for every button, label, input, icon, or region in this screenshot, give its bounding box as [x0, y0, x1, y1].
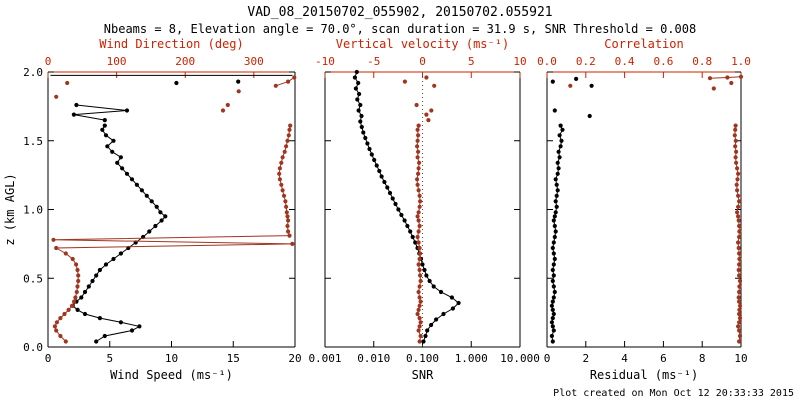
correlation-top-dots [568, 80, 734, 91]
plot-subtitle: Nbeams = 8, Elevation angle = 70.0°, sca… [103, 22, 697, 36]
snr-profile [352, 69, 461, 344]
x-tick-label: 0 [544, 352, 551, 365]
top-tick-label: 0.4 [615, 55, 635, 68]
y-tick-label: 0.5 [23, 272, 43, 285]
top-axis-label: Wind Direction (deg) [99, 37, 244, 51]
top-tick-label: 0.8 [692, 55, 712, 68]
x-tick-label: 8 [699, 352, 706, 365]
top-tick-label: 0 [419, 55, 426, 68]
wind-direction-top-dots [54, 80, 241, 113]
top-tick-label: 0 [45, 55, 52, 68]
x-tick-label: 2 [582, 352, 589, 365]
y-tick-label: 2.0 [23, 66, 43, 79]
top-tick-label: 1.0 [731, 55, 751, 68]
residual-profile [549, 123, 565, 344]
x-axis-label: SNR [412, 368, 434, 382]
snr-panel: 0.001 0.010 0.100 1.000 10.000 -10 -5 0 5 10 SNR Ve… [308, 37, 539, 382]
x-tick-label: 10 [734, 352, 747, 365]
x-tick-label: 0.010 [357, 352, 390, 365]
residual-panel: 0 2 4 6 8 10 0.0 0.2 0.4 0.6 0.8 1.0 Residual (ms⁻¹)… [537, 37, 751, 382]
residual-top-dots [550, 76, 594, 119]
plot-title: VAD_08_20150702_055902, 20150702.055921 [247, 5, 553, 20]
vertical-velocity-top-dots [402, 75, 437, 123]
y-tick-label: 1.0 [23, 204, 43, 217]
wind-direction-profile [51, 123, 295, 344]
x-tick-label: 5 [106, 352, 113, 365]
top-tick-label: 0.2 [576, 55, 596, 68]
x-tick-label: 1.000 [455, 352, 488, 365]
top-tick-label: 5 [468, 55, 475, 68]
x-tick-label: 10 [165, 352, 178, 365]
vertical-velocity-profile [415, 123, 423, 344]
x-tick-label: 0.001 [308, 352, 341, 365]
top-axis-label: Correlation [604, 37, 683, 51]
top-tick-label: 100 [107, 55, 127, 68]
top-tick-label: 0.0 [537, 55, 557, 68]
x-tick-label: 20 [288, 352, 301, 365]
x-axis-label: Residual (ms⁻¹) [590, 368, 698, 382]
top-tick-label: -5 [367, 55, 380, 68]
y-axis-label: z (km AGL) [3, 173, 17, 245]
top-tick-label: 0.6 [653, 55, 673, 68]
correlation-profile [732, 123, 743, 344]
x-tick-label: 10.000 [500, 352, 540, 365]
y-tick-label: 0.0 [23, 341, 43, 354]
x-tick-label: 15 [227, 352, 240, 365]
wind-speed-profile [70, 123, 168, 344]
x-tick-label: 0.100 [406, 352, 439, 365]
wind-speed-top-dots [174, 79, 241, 86]
wind-speed-upper-scatter [71, 102, 130, 123]
x-tick-label: 6 [660, 352, 667, 365]
wind-direction-top-line [273, 75, 297, 88]
top-tick-label: 300 [244, 55, 264, 68]
x-axis-label: Wind Speed (ms⁻¹) [110, 368, 233, 382]
top-tick-label: 200 [175, 55, 195, 68]
top-tick-label: -10 [315, 55, 335, 68]
top-tick-label: 10 [513, 55, 526, 68]
x-tick-label: 0 [45, 352, 52, 365]
plot-created-timestamp: Plot created on Mon Oct 12 20:33:33 2015 [553, 388, 794, 399]
x-tick-label: 4 [621, 352, 628, 365]
top-axis-label: Vertical velocity (ms⁻¹) [336, 37, 509, 51]
correlation-top-line [707, 74, 744, 81]
y-tick-label: 1.5 [23, 135, 43, 148]
